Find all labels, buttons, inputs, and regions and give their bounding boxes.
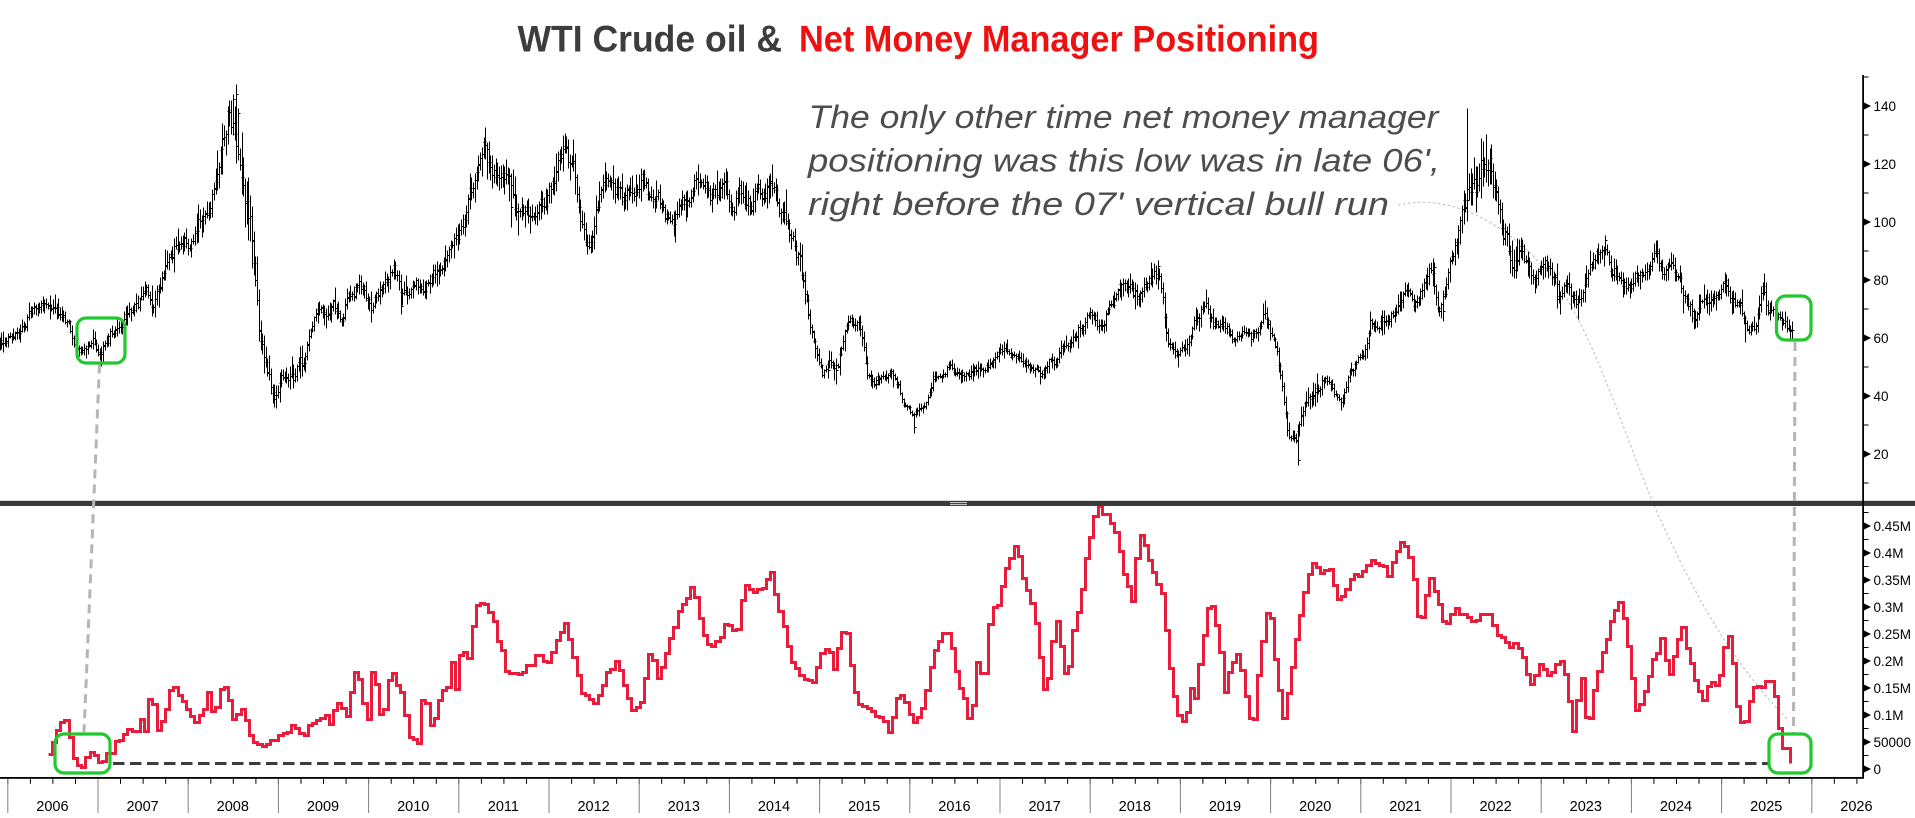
svg-text:0.3M: 0.3M bbox=[1874, 600, 1904, 615]
svg-text:0.15M: 0.15M bbox=[1874, 681, 1912, 696]
svg-text:2006: 2006 bbox=[36, 799, 68, 813]
svg-text:Net Money Manager Positioning: Net Money Manager Positioning bbox=[799, 19, 1319, 60]
svg-text:100: 100 bbox=[1874, 215, 1897, 230]
svg-text:2008: 2008 bbox=[217, 799, 249, 813]
svg-text:2009: 2009 bbox=[307, 799, 339, 813]
svg-text:0.2M: 0.2M bbox=[1874, 654, 1904, 669]
svg-text:2018: 2018 bbox=[1119, 799, 1151, 813]
svg-text:right before the 07' vertical: right before the 07' vertical bull run bbox=[808, 186, 1389, 222]
svg-text:The only other time net money: The only other time net money manager bbox=[809, 99, 1440, 135]
svg-text:2016: 2016 bbox=[938, 799, 970, 813]
svg-text:2026: 2026 bbox=[1840, 799, 1872, 813]
svg-text:0.1M: 0.1M bbox=[1874, 708, 1904, 723]
svg-text:2019: 2019 bbox=[1209, 799, 1241, 813]
svg-text:60: 60 bbox=[1874, 331, 1889, 346]
svg-text:2021: 2021 bbox=[1389, 799, 1421, 813]
svg-text:120: 120 bbox=[1874, 157, 1897, 172]
svg-text:2014: 2014 bbox=[758, 799, 790, 813]
svg-text:0.35M: 0.35M bbox=[1874, 573, 1912, 588]
svg-text:2020: 2020 bbox=[1299, 799, 1331, 813]
svg-text:2015: 2015 bbox=[848, 799, 880, 813]
svg-text:140: 140 bbox=[1874, 99, 1897, 114]
svg-text:20: 20 bbox=[1874, 447, 1889, 462]
svg-text:0.4M: 0.4M bbox=[1874, 546, 1904, 561]
svg-text:2025: 2025 bbox=[1750, 799, 1782, 813]
svg-text:2011: 2011 bbox=[488, 799, 519, 813]
svg-text:2013: 2013 bbox=[668, 799, 700, 813]
svg-text:2022: 2022 bbox=[1479, 799, 1511, 813]
svg-text:50000: 50000 bbox=[1874, 735, 1912, 750]
svg-text:0.45M: 0.45M bbox=[1874, 519, 1912, 534]
svg-text:WTI Crude oil &: WTI Crude oil & bbox=[518, 19, 783, 60]
svg-text:0: 0 bbox=[1874, 762, 1882, 777]
svg-text:2012: 2012 bbox=[577, 799, 609, 813]
svg-text:0.25M: 0.25M bbox=[1874, 627, 1912, 642]
svg-text:80: 80 bbox=[1874, 273, 1889, 288]
svg-text:2010: 2010 bbox=[397, 799, 429, 813]
svg-text:40: 40 bbox=[1874, 389, 1889, 404]
svg-text:2017: 2017 bbox=[1028, 799, 1060, 813]
svg-text:2007: 2007 bbox=[126, 799, 158, 813]
svg-text:2023: 2023 bbox=[1570, 799, 1602, 813]
svg-text:positioning was this low was i: positioning was this low was in late 06'… bbox=[807, 143, 1440, 179]
svg-text:2024: 2024 bbox=[1660, 799, 1692, 813]
